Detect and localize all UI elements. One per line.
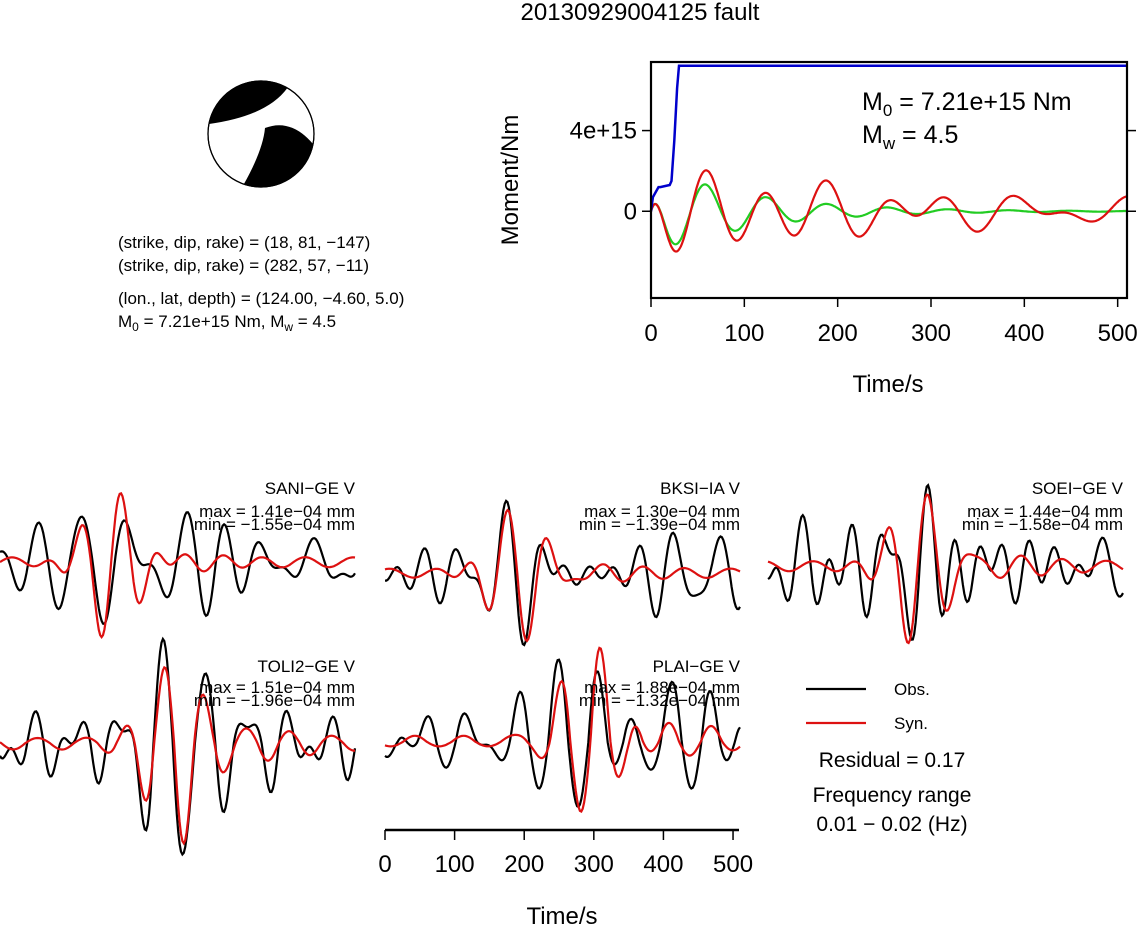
waveform-max-label: max = 1.88e−04 mm [584, 678, 740, 697]
station-name-label: BKSI−IA V [660, 479, 741, 498]
moment-annotation-m0: M0 = 7.21e+15 Nm [862, 88, 1072, 120]
moment-curves [649, 62, 1128, 298]
moment-y-tick-label: 0 [624, 198, 637, 225]
observed-waveform-line [0, 636, 357, 857]
moment-plot-background [651, 62, 1127, 298]
moment-y-axis: 0 4e+15 [570, 118, 1136, 225]
waveform-max-label: max = 1.30e−04 mm [584, 502, 740, 521]
moment-annotation-mw: Mw = 4.5 [862, 121, 958, 153]
synthetic-waveform-line [767, 493, 1124, 645]
waveform-max-label: max = 1.41e−04 mm [199, 502, 355, 521]
waveform-x-tick-label: 300 [574, 851, 614, 878]
moment-y-axis-label: Moment/Nm [497, 115, 524, 246]
cumulative-moment-line [649, 64, 1127, 212]
moment-plot-frame [649, 60, 1129, 300]
waveform-legend: Obs. Syn. [806, 680, 930, 733]
moment-x-tick-label: 0 [644, 320, 657, 347]
synthetic-waveform-line [384, 508, 741, 643]
moment-annotation-mw-value: = 4.5 [895, 121, 958, 149]
waveform-min-label: min = −1.32e−04 mm [579, 691, 740, 710]
moment-annotation-m0-sub: 0 [883, 101, 892, 120]
moment-x-tick-label: 300 [911, 320, 951, 347]
moment-x-tick-label: 400 [1004, 320, 1044, 347]
observed-waveform-line [0, 511, 356, 626]
moment-summary-value: = 7.21e+15 Nm, M [139, 312, 285, 331]
legend-observed-label: Obs. [894, 680, 930, 699]
moment-function-plot: 0 100 200 300 400 500 0 4e+15 Time/s Moment/Nm… [497, 60, 1137, 398]
waveform-x-tick-label: 0 [378, 851, 391, 878]
moment-y-tick-label: 4e+15 [570, 118, 637, 145]
moment-annotation-mw-label: M [862, 121, 883, 149]
nodal-plane-2-text: (strike, dip, rake) = (282, 57, −11) [118, 256, 369, 275]
moment-summary-mw-sub: w [283, 320, 293, 334]
legend-synthetic-label: Syn. [894, 714, 928, 733]
hypocenter-text: (lon., lat, depth) = (124.00, −4.60, 5.0… [118, 289, 404, 308]
station-name-label: SOEI−GE V [1032, 479, 1124, 498]
waveform-x-tick-label: 200 [504, 851, 544, 878]
observed-waveform-line [767, 483, 1124, 641]
waveform-x-axis-label: Time/s [526, 903, 597, 926]
waveform-min-label: min = −1.96e−04 mm [194, 691, 355, 710]
station-name-label: TOLI2−GE V [258, 657, 356, 676]
waveform-min-label: min = −1.55e−04 mm [194, 515, 355, 534]
moment-x-tick-label: 200 [818, 320, 858, 347]
frequency-range-value: 0.01 − 0.02 (Hz) [816, 813, 967, 836]
moment-x-axis-label: Time/s [852, 371, 923, 398]
waveform-min-label: min = −1.58e−04 mm [962, 515, 1123, 534]
observed-waveform-line [385, 499, 741, 647]
waveform-x-tick-label: 100 [435, 851, 475, 878]
waveform-max-label: max = 1.51e−04 mm [199, 678, 355, 697]
waveform-min-label: min = −1.39e−04 mm [579, 515, 740, 534]
moment-x-tick-label: 100 [724, 320, 764, 347]
station-name-label: PLAI−GE V [653, 657, 741, 676]
waveform-x-axis: 0 100 200 300 400 500 [378, 828, 753, 878]
figure-title: 20130929004125 fault [521, 0, 760, 26]
moment-summary-m: M [118, 312, 132, 331]
beachball-compression-quadrant-south [243, 125, 313, 187]
moment-annotation-m0-value: = 7.21e+15 Nm [892, 88, 1071, 116]
moment-x-tick-label: 500 [1098, 320, 1137, 347]
moment-annotation-mw-sub: w [882, 134, 896, 153]
observed-waveform-line [384, 658, 741, 809]
moment-rate-green-line [649, 183, 1127, 246]
frequency-range-label: Frequency range [813, 784, 972, 807]
moment-annotation-m0-label: M [862, 88, 883, 116]
moment-summary-mw-value: = 4.5 [293, 312, 336, 331]
moment-rate-red-line [649, 169, 1128, 253]
synthetic-waveform-line [0, 665, 355, 846]
focal-mechanism-beachball [207, 80, 315, 188]
residual-text: Residual = 0.17 [819, 749, 966, 772]
waveform-max-label: max = 1.44e−04 mm [967, 502, 1123, 521]
waveform-x-tick-label: 400 [643, 851, 683, 878]
synthetic-waveform-line [0, 492, 356, 639]
moment-x-axis: 0 100 200 300 400 500 [644, 298, 1137, 347]
moment-summary-text: M0 = 7.21e+15 Nm, Mw = 4.5 [118, 312, 336, 334]
station-name-label: SANI−GE V [265, 479, 356, 498]
nodal-plane-1-text: (strike, dip, rake) = (18, 81, −147) [118, 233, 370, 252]
waveform-x-tick-label: 500 [713, 851, 753, 878]
synthetic-waveform-line [384, 646, 741, 813]
moment-summary-m-sub: 0 [132, 320, 139, 334]
beachball-rim [207, 80, 315, 188]
beachball-compression-quadrant-north [209, 81, 288, 124]
